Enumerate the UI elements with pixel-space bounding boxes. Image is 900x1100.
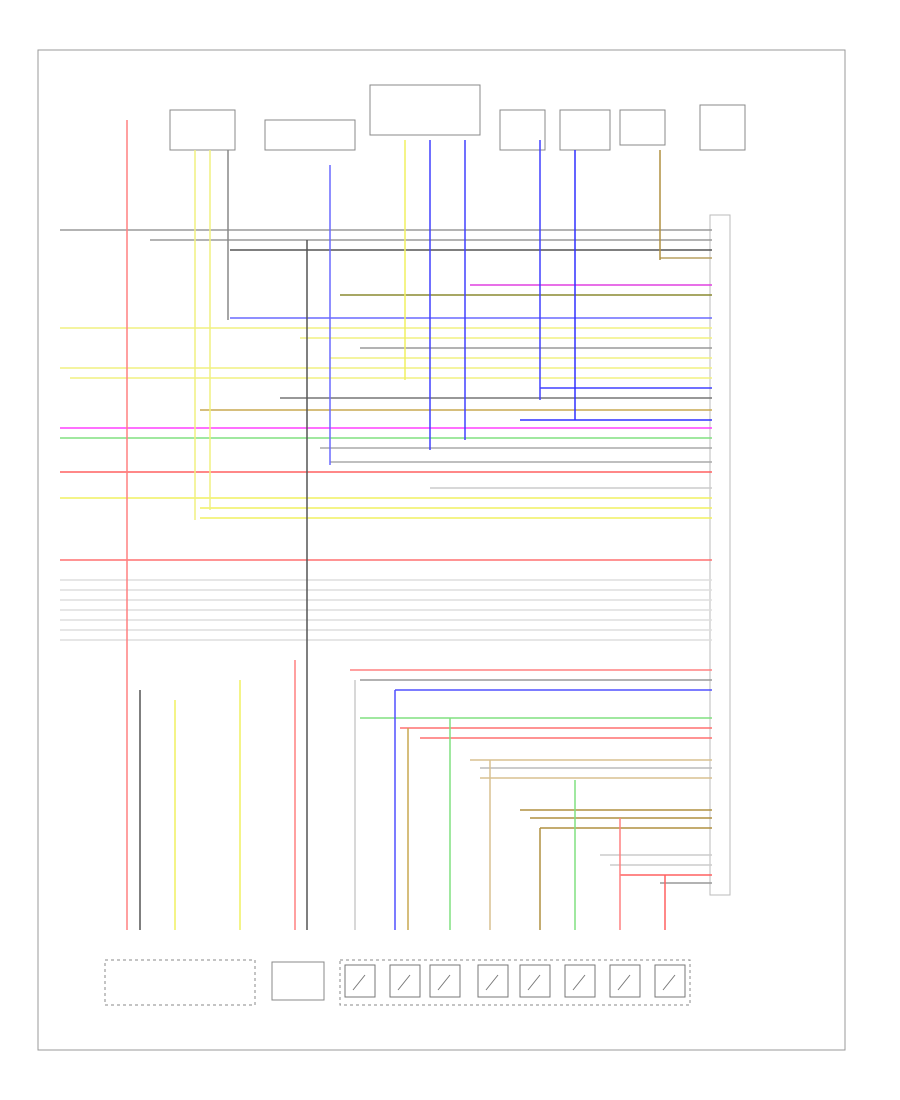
switch-box	[519, 964, 551, 998]
switch-contact	[397, 974, 411, 991]
component-box	[271, 961, 325, 1001]
connector	[709, 214, 731, 896]
switches	[344, 964, 686, 998]
switch-contact	[617, 974, 631, 991]
component-box	[169, 109, 236, 151]
switch-contact	[527, 974, 541, 991]
vertical-wires	[126, 120, 666, 930]
component-box	[264, 119, 356, 151]
component-box	[619, 109, 666, 146]
switch-box	[429, 964, 461, 998]
component-box	[369, 84, 481, 136]
border	[37, 49, 846, 1051]
switch-box	[477, 964, 509, 998]
switch-box	[344, 964, 376, 998]
component-box	[699, 104, 746, 151]
switch-contact	[662, 974, 676, 991]
component-box	[104, 959, 256, 1006]
component-box	[499, 109, 546, 151]
component-box	[559, 109, 611, 151]
component-box	[339, 959, 691, 1006]
switch-box	[609, 964, 641, 998]
switch-box	[654, 964, 686, 998]
switch-contact	[352, 974, 366, 991]
switch-box	[389, 964, 421, 998]
switch-contact	[572, 974, 586, 991]
switch-contact	[485, 974, 499, 991]
switch-contact	[437, 974, 451, 991]
switch-box	[564, 964, 596, 998]
horizontal-wires	[60, 229, 712, 884]
components	[104, 84, 746, 1006]
